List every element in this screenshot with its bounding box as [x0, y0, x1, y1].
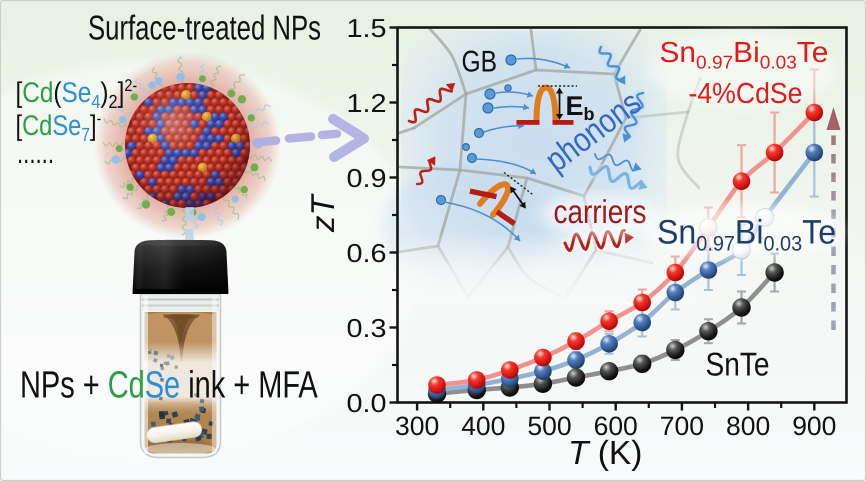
svg-text:NPs + CdSe ink + MFA: NPs + CdSe ink + MFA	[20, 365, 318, 407]
svg-text:Sn0.97Bi0.03Te: Sn0.97Bi0.03Te	[657, 214, 836, 256]
svg-text:carriers: carriers	[554, 193, 647, 230]
svg-text:500: 500	[527, 411, 571, 441]
svg-text:0.0: 0.0	[347, 388, 387, 418]
svg-text:Sn0.97Bi0.03Te: Sn0.97Bi0.03Te	[660, 37, 829, 73]
svg-text:Surface-treated NPs: Surface-treated NPs	[88, 10, 321, 48]
svg-text:400: 400	[461, 411, 505, 441]
svg-text:......: ......	[17, 137, 54, 170]
svg-text:SnTe: SnTe	[706, 346, 770, 383]
svg-text:T (K): T (K)	[568, 435, 642, 472]
svg-text:1.5: 1.5	[347, 13, 387, 43]
svg-text:GB: GB	[462, 46, 498, 79]
svg-text:1.2: 1.2	[347, 88, 387, 118]
svg-text:[Cd(Se4)2]2-: [Cd(Se4)2]2-	[16, 76, 138, 113]
svg-text:800: 800	[726, 411, 770, 441]
svg-text:600: 600	[594, 411, 638, 441]
svg-text:0.6: 0.6	[347, 238, 387, 268]
svg-text:700: 700	[660, 411, 704, 441]
svg-text:300: 300	[395, 411, 439, 441]
svg-text:zT: zT	[304, 193, 341, 234]
svg-text:-4%CdSe: -4%CdSe	[689, 78, 803, 110]
svg-text:0.3: 0.3	[347, 313, 387, 343]
svg-text:0.9: 0.9	[347, 163, 387, 193]
svg-text:[CdSe7]-: [CdSe7]-	[16, 109, 102, 146]
svg-text:900: 900	[792, 411, 836, 441]
